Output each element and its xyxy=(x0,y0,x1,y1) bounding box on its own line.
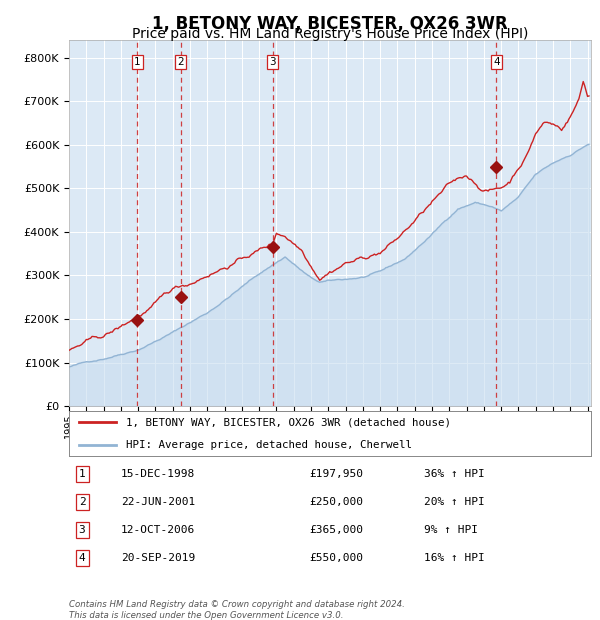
Text: 1: 1 xyxy=(134,57,141,67)
Text: 1: 1 xyxy=(79,469,85,479)
Text: 15-DEC-1998: 15-DEC-1998 xyxy=(121,469,196,479)
Text: Price paid vs. HM Land Registry's House Price Index (HPI): Price paid vs. HM Land Registry's House … xyxy=(132,27,528,41)
Text: 22-JUN-2001: 22-JUN-2001 xyxy=(121,497,196,507)
Text: Contains HM Land Registry data © Crown copyright and database right 2024.: Contains HM Land Registry data © Crown c… xyxy=(69,600,405,609)
Text: This data is licensed under the Open Government Licence v3.0.: This data is licensed under the Open Gov… xyxy=(69,611,343,620)
Text: HPI: Average price, detached house, Cherwell: HPI: Average price, detached house, Cher… xyxy=(127,440,412,450)
Text: 1, BETONY WAY, BICESTER, OX26 3WR: 1, BETONY WAY, BICESTER, OX26 3WR xyxy=(152,16,508,33)
Text: 2: 2 xyxy=(79,497,85,507)
Text: 4: 4 xyxy=(79,553,85,563)
Text: 3: 3 xyxy=(79,525,85,535)
Text: 9% ↑ HPI: 9% ↑ HPI xyxy=(424,525,478,535)
Text: 1, BETONY WAY, BICESTER, OX26 3WR (detached house): 1, BETONY WAY, BICESTER, OX26 3WR (detac… xyxy=(127,417,451,427)
Text: 3: 3 xyxy=(269,57,276,67)
Text: 16% ↑ HPI: 16% ↑ HPI xyxy=(424,553,485,563)
Text: £197,950: £197,950 xyxy=(309,469,363,479)
Text: 2: 2 xyxy=(178,57,184,67)
Text: 20-SEP-2019: 20-SEP-2019 xyxy=(121,553,196,563)
Text: £250,000: £250,000 xyxy=(309,497,363,507)
Text: 4: 4 xyxy=(493,57,500,67)
Text: 12-OCT-2006: 12-OCT-2006 xyxy=(121,525,196,535)
Text: £550,000: £550,000 xyxy=(309,553,363,563)
Text: 20% ↑ HPI: 20% ↑ HPI xyxy=(424,497,485,507)
Text: 36% ↑ HPI: 36% ↑ HPI xyxy=(424,469,485,479)
Text: £365,000: £365,000 xyxy=(309,525,363,535)
